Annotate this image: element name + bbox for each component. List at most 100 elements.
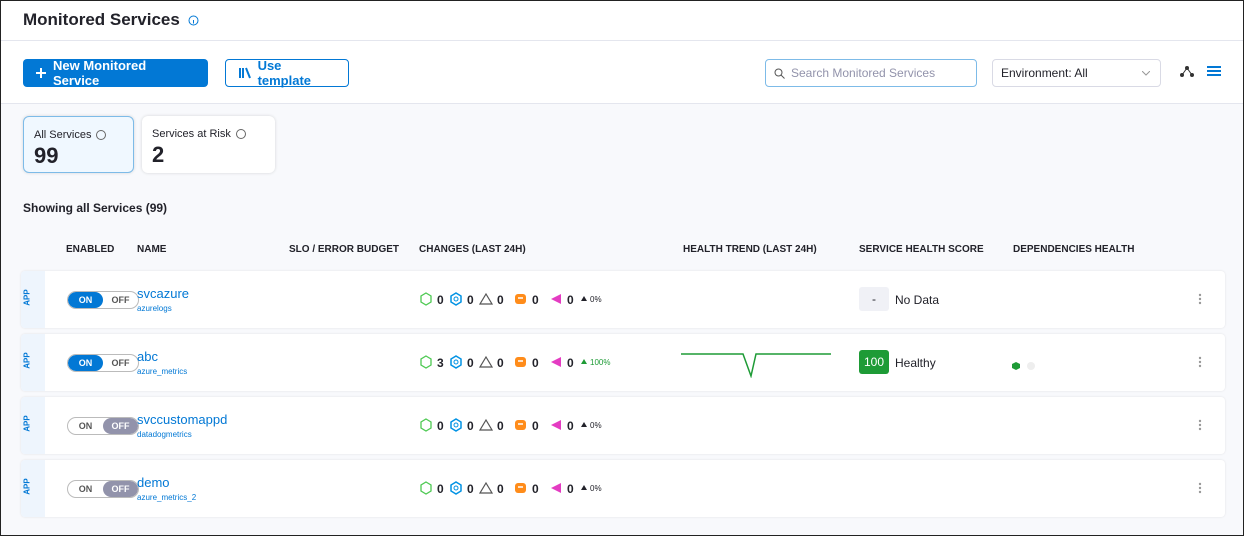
type-tag: APP xyxy=(21,271,45,328)
health-status: Healthy xyxy=(895,356,936,370)
summary-card[interactable]: Services at Risk 2 xyxy=(142,116,275,173)
service-name[interactable]: svcazure xyxy=(137,286,190,301)
service-name[interactable]: demo xyxy=(137,475,170,490)
enable-toggle[interactable]: ON OFF xyxy=(67,417,139,435)
infrastructure-icon-svg xyxy=(450,481,462,495)
infrastructure-icon xyxy=(449,418,463,432)
trend-arrow-svg xyxy=(581,296,587,301)
service-name[interactable]: abc xyxy=(137,349,158,364)
toggle-off: OFF xyxy=(103,481,138,497)
incidents-icon-svg xyxy=(515,294,526,304)
search-icon xyxy=(774,68,785,79)
graph-view-icon[interactable] xyxy=(1179,65,1195,79)
change-count: 0 xyxy=(532,419,539,433)
deployments-icon xyxy=(419,418,433,432)
column-header: SLO / ERROR BUDGET xyxy=(289,244,400,255)
toggle-on: ON xyxy=(78,421,93,431)
service-source: azurelogs xyxy=(137,304,172,313)
feature-flags-icon xyxy=(549,355,563,369)
change-percent: 0% xyxy=(590,421,602,430)
feature-flags-icon-svg xyxy=(551,294,561,304)
summary-card[interactable]: All Services 99 xyxy=(23,116,134,173)
row-menu xyxy=(1193,292,1207,306)
type-tag: APP xyxy=(21,397,45,454)
column-header: NAME xyxy=(137,244,167,255)
search-box[interactable]: Search Monitored Services xyxy=(765,59,977,87)
button-label: New Monitored Service xyxy=(53,58,147,88)
alerts-icon xyxy=(479,355,493,369)
incidents-icon xyxy=(514,481,528,495)
type-tag: APP xyxy=(21,334,45,391)
change-count: 0 xyxy=(467,419,474,433)
row-menu-svg xyxy=(1198,356,1202,368)
environment-select[interactable]: Environment: All xyxy=(992,59,1161,87)
deployments-icon xyxy=(419,292,433,306)
alerts-icon-svg xyxy=(479,355,493,368)
row-menu-svg xyxy=(1198,419,1202,431)
search-placeholder: Search Monitored Services xyxy=(791,66,936,80)
header: Monitored Services xyxy=(1,1,1243,41)
change-count: 0 xyxy=(567,419,574,433)
change-count: 0 xyxy=(467,482,474,496)
change-count: 0 xyxy=(532,293,539,307)
type-label: APP xyxy=(22,478,32,495)
change-count: 0 xyxy=(437,419,444,433)
trend-arrow xyxy=(579,291,593,305)
incidents-icon xyxy=(514,355,528,369)
card-icon xyxy=(95,129,107,141)
toggle-on: ON xyxy=(68,292,103,308)
change-count: 0 xyxy=(467,293,474,307)
page-title: Monitored Services xyxy=(23,10,180,29)
service-source: datadogmetrics xyxy=(137,430,192,439)
change-count: 0 xyxy=(497,482,504,496)
card-label-row: All Services xyxy=(34,129,123,141)
deployments-icon xyxy=(419,481,433,495)
service-source: azure_metrics xyxy=(137,367,188,376)
template-icon xyxy=(239,67,251,79)
service-name[interactable]: svccustomappd xyxy=(137,412,228,427)
card-label: Services at Risk xyxy=(152,128,231,140)
enable-toggle[interactable]: ON OFF xyxy=(67,354,139,372)
infrastructure-icon xyxy=(449,292,463,306)
enable-toggle[interactable]: ON OFF xyxy=(67,291,139,309)
incidents-icon-svg xyxy=(515,420,526,430)
change-count: 0 xyxy=(497,293,504,307)
service-row: APP ON OFF svcazure azurelogs 0 0 0 0 0 0% - No Data xyxy=(21,271,1225,328)
enable-toggle[interactable]: ON OFF xyxy=(67,480,139,498)
change-count: 0 xyxy=(497,419,504,433)
deployments-icon-svg xyxy=(420,481,432,495)
trend-arrow-svg xyxy=(581,359,587,364)
row-menu xyxy=(1193,418,1207,432)
incidents-icon-svg xyxy=(515,357,526,367)
card-icon xyxy=(235,128,247,140)
type-tag: APP xyxy=(21,460,45,517)
dependency-icons xyxy=(1012,362,1035,370)
plus-icon xyxy=(36,68,46,78)
column-header: DEPENDENCIES HEALTH xyxy=(1013,244,1135,255)
trend-arrow-svg xyxy=(581,422,587,427)
feature-flags-icon-svg xyxy=(551,357,561,367)
incidents-icon xyxy=(514,418,528,432)
infrastructure-icon-svg xyxy=(450,355,462,369)
column-header: SERVICE HEALTH SCORE xyxy=(859,244,984,255)
alerts-icon xyxy=(479,418,493,432)
environment-label: Environment: All xyxy=(1001,66,1088,80)
toggle-on: ON xyxy=(78,484,93,494)
row-menu-svg xyxy=(1198,293,1202,305)
sparkline xyxy=(681,353,831,379)
card-count: 2 xyxy=(152,142,165,167)
feature-flags-icon xyxy=(549,418,563,432)
alerts-icon xyxy=(479,292,493,306)
use-template-button[interactable]: Use template xyxy=(225,58,349,88)
trend-arrow xyxy=(579,354,593,368)
feature-flags-icon-svg xyxy=(551,483,561,493)
new-service-button[interactable]: New Monitored Service xyxy=(23,58,208,88)
showing-label: Showing all Services (99) xyxy=(23,201,168,215)
card-count: 99 xyxy=(34,143,59,168)
toggle-off: OFF xyxy=(103,418,138,434)
infrastructure-icon-svg xyxy=(450,418,462,432)
toggle-off: OFF xyxy=(111,358,130,368)
list-view-icon[interactable] xyxy=(1207,65,1221,78)
dependency-dots xyxy=(1011,358,1041,376)
